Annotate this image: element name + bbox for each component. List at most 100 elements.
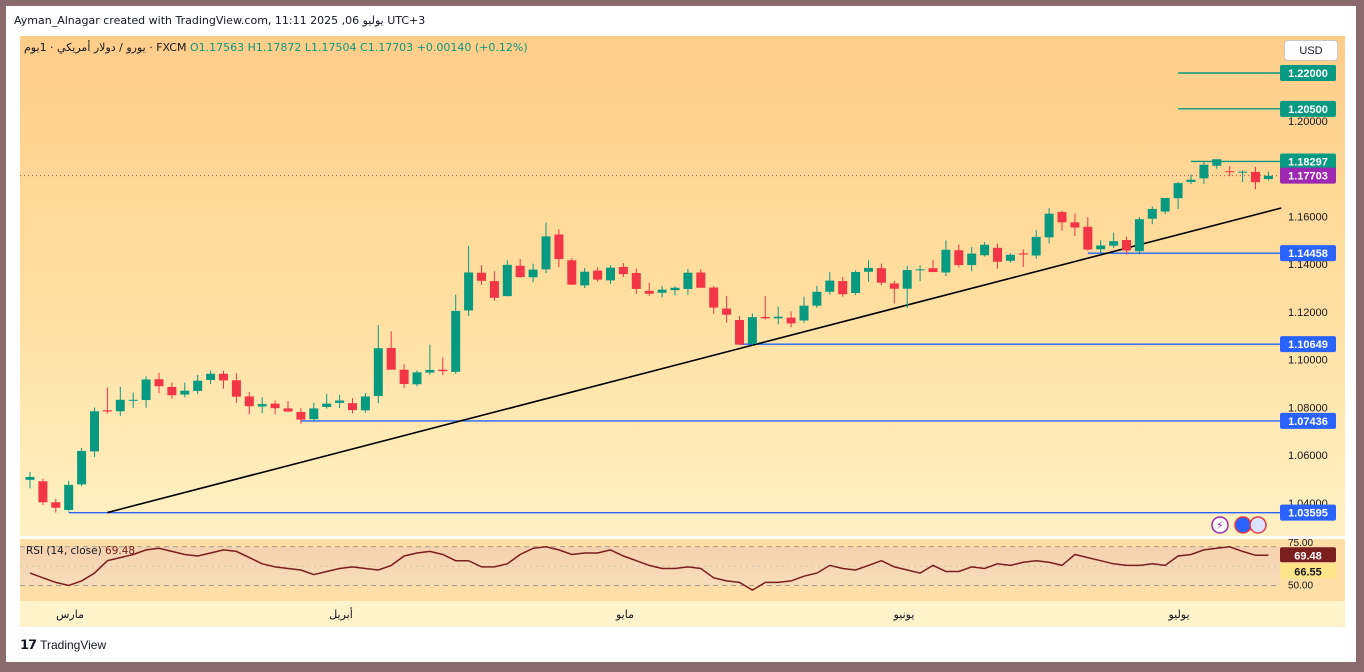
candle-body	[193, 380, 203, 391]
event-icon[interactable]	[1234, 516, 1252, 534]
candle-body	[838, 281, 848, 295]
candle-body	[1044, 213, 1054, 238]
rsi-legend[interactable]: RSI (14, close) 69.48	[26, 545, 135, 557]
candle-body	[812, 291, 822, 306]
candle-body	[696, 272, 706, 288]
candle-body	[257, 404, 267, 407]
price-tick-label: 1.14000	[1288, 259, 1328, 271]
candle-body	[77, 450, 87, 485]
candle-body	[515, 265, 525, 278]
level-price-label: 1.18297	[1288, 156, 1328, 168]
rsi-ma-label: 66.55	[1294, 566, 1322, 578]
candle-body	[464, 272, 474, 311]
candle-body	[902, 270, 912, 289]
candle-body	[38, 481, 48, 503]
candle-body	[593, 270, 603, 280]
price-tick-label: 1.16000	[1288, 211, 1328, 223]
candle-body	[244, 396, 254, 407]
level-price-label-bg	[1280, 412, 1336, 429]
chart-header: Ayman_Alnagar created with TradingView.c…	[14, 14, 426, 27]
candle-body	[735, 320, 744, 345]
candle-body	[451, 310, 461, 372]
time-axis-label: مايو	[615, 608, 634, 621]
candle-body	[1122, 239, 1131, 251]
price-tick-label: 1.20000	[1288, 116, 1328, 128]
candle-body	[773, 316, 783, 319]
candle-body	[335, 400, 345, 403]
candle-body	[399, 369, 409, 385]
candle-body	[980, 244, 990, 256]
level-price-label-bg	[1280, 153, 1336, 170]
price-tick-label: 1.10000	[1288, 355, 1328, 367]
candle-body	[1147, 208, 1157, 219]
candle-body	[270, 403, 280, 409]
high-value: H1.17872	[247, 41, 302, 54]
candle-body	[219, 373, 228, 381]
price-tick-label: 1.12000	[1288, 307, 1328, 319]
candle-body	[425, 369, 435, 373]
candle-body	[128, 399, 138, 401]
time-axis-label: يوليو	[1167, 608, 1189, 621]
tradingview-logo[interactable]: 𝟭𝟳 TradingView	[20, 637, 106, 653]
candle-body	[373, 348, 383, 396]
candle-body	[1109, 241, 1119, 246]
low-value: L1.17504	[304, 41, 357, 54]
candle-body	[1031, 236, 1041, 256]
candle-body	[554, 234, 564, 260]
candle-body	[683, 272, 693, 289]
candle-body	[115, 399, 125, 412]
time-axis-label: مارس	[56, 608, 84, 621]
candle-body	[928, 268, 938, 272]
level-price-label-bg	[1280, 65, 1336, 81]
candle-body	[438, 369, 448, 372]
candle-body	[296, 411, 306, 420]
candle-body	[760, 316, 770, 319]
candle-body	[1199, 164, 1209, 179]
level-price-label: 1.20500	[1288, 104, 1328, 116]
currency-button[interactable]: USD	[1284, 40, 1338, 61]
symbol-name[interactable]: يورو / دولار أمريكي · 1يوم · FXCM	[24, 41, 187, 54]
open-value: O1.17563	[189, 41, 245, 54]
candle-body	[954, 250, 964, 266]
candle-body	[1018, 253, 1028, 255]
close-value: C1.17703	[360, 41, 414, 54]
candle-body	[141, 379, 151, 401]
candle-body	[1251, 171, 1260, 183]
candle-body	[993, 247, 1002, 262]
time-axis-background	[20, 601, 1345, 627]
candle-body	[206, 373, 216, 380]
candle-body	[51, 502, 61, 508]
candle-body	[489, 281, 499, 298]
level-price-label-bg	[1280, 504, 1336, 521]
candle-body	[1186, 179, 1196, 182]
level-price-label: 1.07436	[1288, 416, 1328, 428]
price-tick-label: 1.06000	[1288, 450, 1328, 462]
flash-icon[interactable]	[1211, 516, 1229, 534]
candle-body	[1173, 183, 1183, 199]
rsi-line	[29, 546, 1269, 591]
candle-body	[154, 379, 164, 387]
candle-body	[967, 253, 977, 266]
candle-body	[283, 408, 293, 412]
candle-body	[786, 317, 796, 324]
rsi-legend-value: 69.48	[105, 545, 136, 557]
candle-body	[722, 308, 732, 315]
candle-body	[864, 267, 873, 272]
candle-body	[709, 287, 719, 308]
candle-body	[1096, 245, 1106, 250]
symbol-legend[interactable]: يورو / دولار أمريكي · 1يوم · FXCM O1.175…	[24, 41, 528, 54]
candle-body	[322, 403, 332, 407]
candle-body	[799, 305, 809, 321]
candle-body	[1070, 222, 1080, 228]
candle-body	[348, 403, 357, 411]
change-value: +0.00140 (+0.12%)	[416, 41, 528, 54]
rsi-value-label-bg	[1280, 547, 1336, 563]
candle-body	[541, 236, 551, 270]
candle-body	[941, 249, 951, 273]
price-tick-label: 1.08000	[1288, 402, 1328, 414]
time-axis-label: يونيو	[893, 608, 915, 621]
tradingview-logo-icon: 𝟭𝟳	[20, 637, 37, 652]
news-icons[interactable]: ⚡	[1211, 516, 1267, 534]
flag-icon[interactable]	[1249, 516, 1267, 534]
candle-body	[386, 347, 396, 370]
